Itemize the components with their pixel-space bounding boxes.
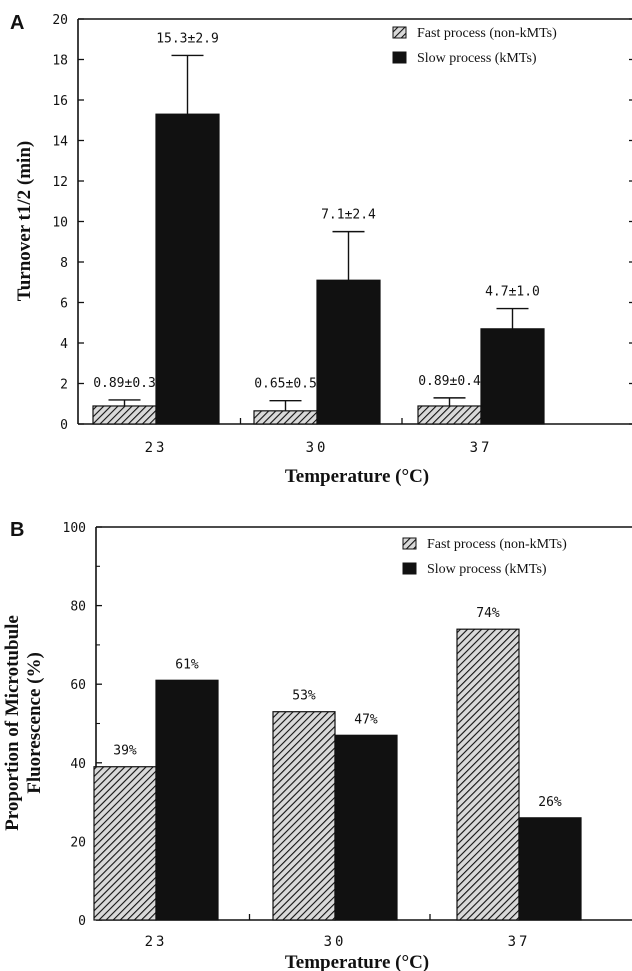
- y-tick-label: 100: [63, 521, 86, 536]
- fast-process-bar: [456, 628, 520, 921]
- x-axis-title: Temperature (°C): [285, 952, 429, 971]
- y-tick-label: 20: [70, 835, 86, 850]
- data-label: 15.3±2.9: [156, 31, 219, 46]
- slow-process-bar: [155, 113, 220, 425]
- y-axis-title-line: Proportion of Microtubule: [2, 615, 23, 831]
- slow-process-bar: [480, 328, 545, 425]
- y-tick-label: 40: [70, 757, 86, 772]
- legend-label: Slow process (kMTs): [417, 51, 537, 66]
- legend-label: Fast process (non-kMTs): [417, 26, 557, 41]
- data-label: 26%: [538, 795, 562, 810]
- legend-swatch: [392, 26, 407, 39]
- fast-process-bar: [417, 405, 482, 425]
- fast-process-bar: [92, 405, 157, 425]
- data-label: 4.7±1.0: [485, 285, 540, 300]
- y-axis-title: Turnover t1/2 (min): [14, 141, 35, 301]
- y-axis-title-line: Fluorescence (%): [24, 652, 45, 794]
- legend-label: Slow process (kMTs): [427, 562, 547, 577]
- y-tick-label: 4: [60, 337, 68, 352]
- y-tick-label: 0: [78, 914, 86, 929]
- x-tick-label: 23: [145, 440, 168, 456]
- panel-letter: B: [10, 519, 24, 541]
- data-label: 53%: [292, 689, 316, 704]
- y-tick-label: 6: [60, 297, 68, 312]
- x-tick-label: 37: [470, 440, 493, 456]
- panel-letter: A: [10, 12, 24, 34]
- slow-process-bar: [316, 279, 381, 425]
- fast-process-bar: [272, 711, 336, 921]
- y-tick-label: 16: [52, 94, 68, 109]
- legend-swatch: [392, 51, 407, 64]
- data-label: 0.89±0.4: [418, 374, 481, 389]
- x-tick-label: 37: [508, 934, 531, 950]
- data-label: 0.65±0.5: [254, 377, 317, 392]
- fast-process-bar: [253, 410, 318, 425]
- data-label: 7.1±2.4: [321, 208, 376, 223]
- data-label: 0.89±0.3: [93, 376, 156, 391]
- panel-a: A 0 2 4 6 8 10 12 14 16 18 20 23 30 37 0.89±0.3 0.65±0.5…: [10, 12, 632, 487]
- y-tick-label: 2: [60, 378, 68, 393]
- y-tick-label: 18: [52, 54, 68, 69]
- y-tick-label: 12: [52, 175, 68, 190]
- y-tick-label: 10: [52, 216, 68, 231]
- x-tick-label: 30: [306, 440, 329, 456]
- fast-process-bar: [93, 766, 157, 921]
- y-tick-label: 80: [70, 600, 86, 615]
- slow-process-bar: [518, 817, 582, 921]
- data-label: 74%: [476, 606, 500, 621]
- y-tick-label: 0: [60, 418, 68, 433]
- panel-b: B 0 20 40 60 80 100 23 30 37 39% 53% 74% 61% 47% 26% Fas…: [2, 519, 632, 971]
- y-tick-label: 8: [60, 256, 68, 271]
- data-label: 47%: [354, 712, 378, 727]
- y-axis-title: Proportion of MicrotubuleFluorescence (%…: [2, 615, 45, 831]
- data-label: 61%: [175, 657, 199, 672]
- x-axis-title: Temperature (°C): [285, 466, 429, 487]
- x-tick-label: 23: [145, 934, 168, 950]
- y-tick-label: 20: [52, 13, 68, 28]
- legend-swatch: [402, 537, 417, 550]
- legend-swatch: [402, 562, 417, 575]
- y-tick-label: 14: [52, 135, 68, 150]
- slow-process-bar: [155, 679, 219, 921]
- slow-process-bar: [334, 734, 398, 921]
- legend-label: Fast process (non-kMTs): [427, 537, 567, 552]
- y-tick-label: 60: [70, 678, 86, 693]
- x-tick-label: 30: [324, 934, 347, 950]
- data-label: 39%: [113, 744, 137, 759]
